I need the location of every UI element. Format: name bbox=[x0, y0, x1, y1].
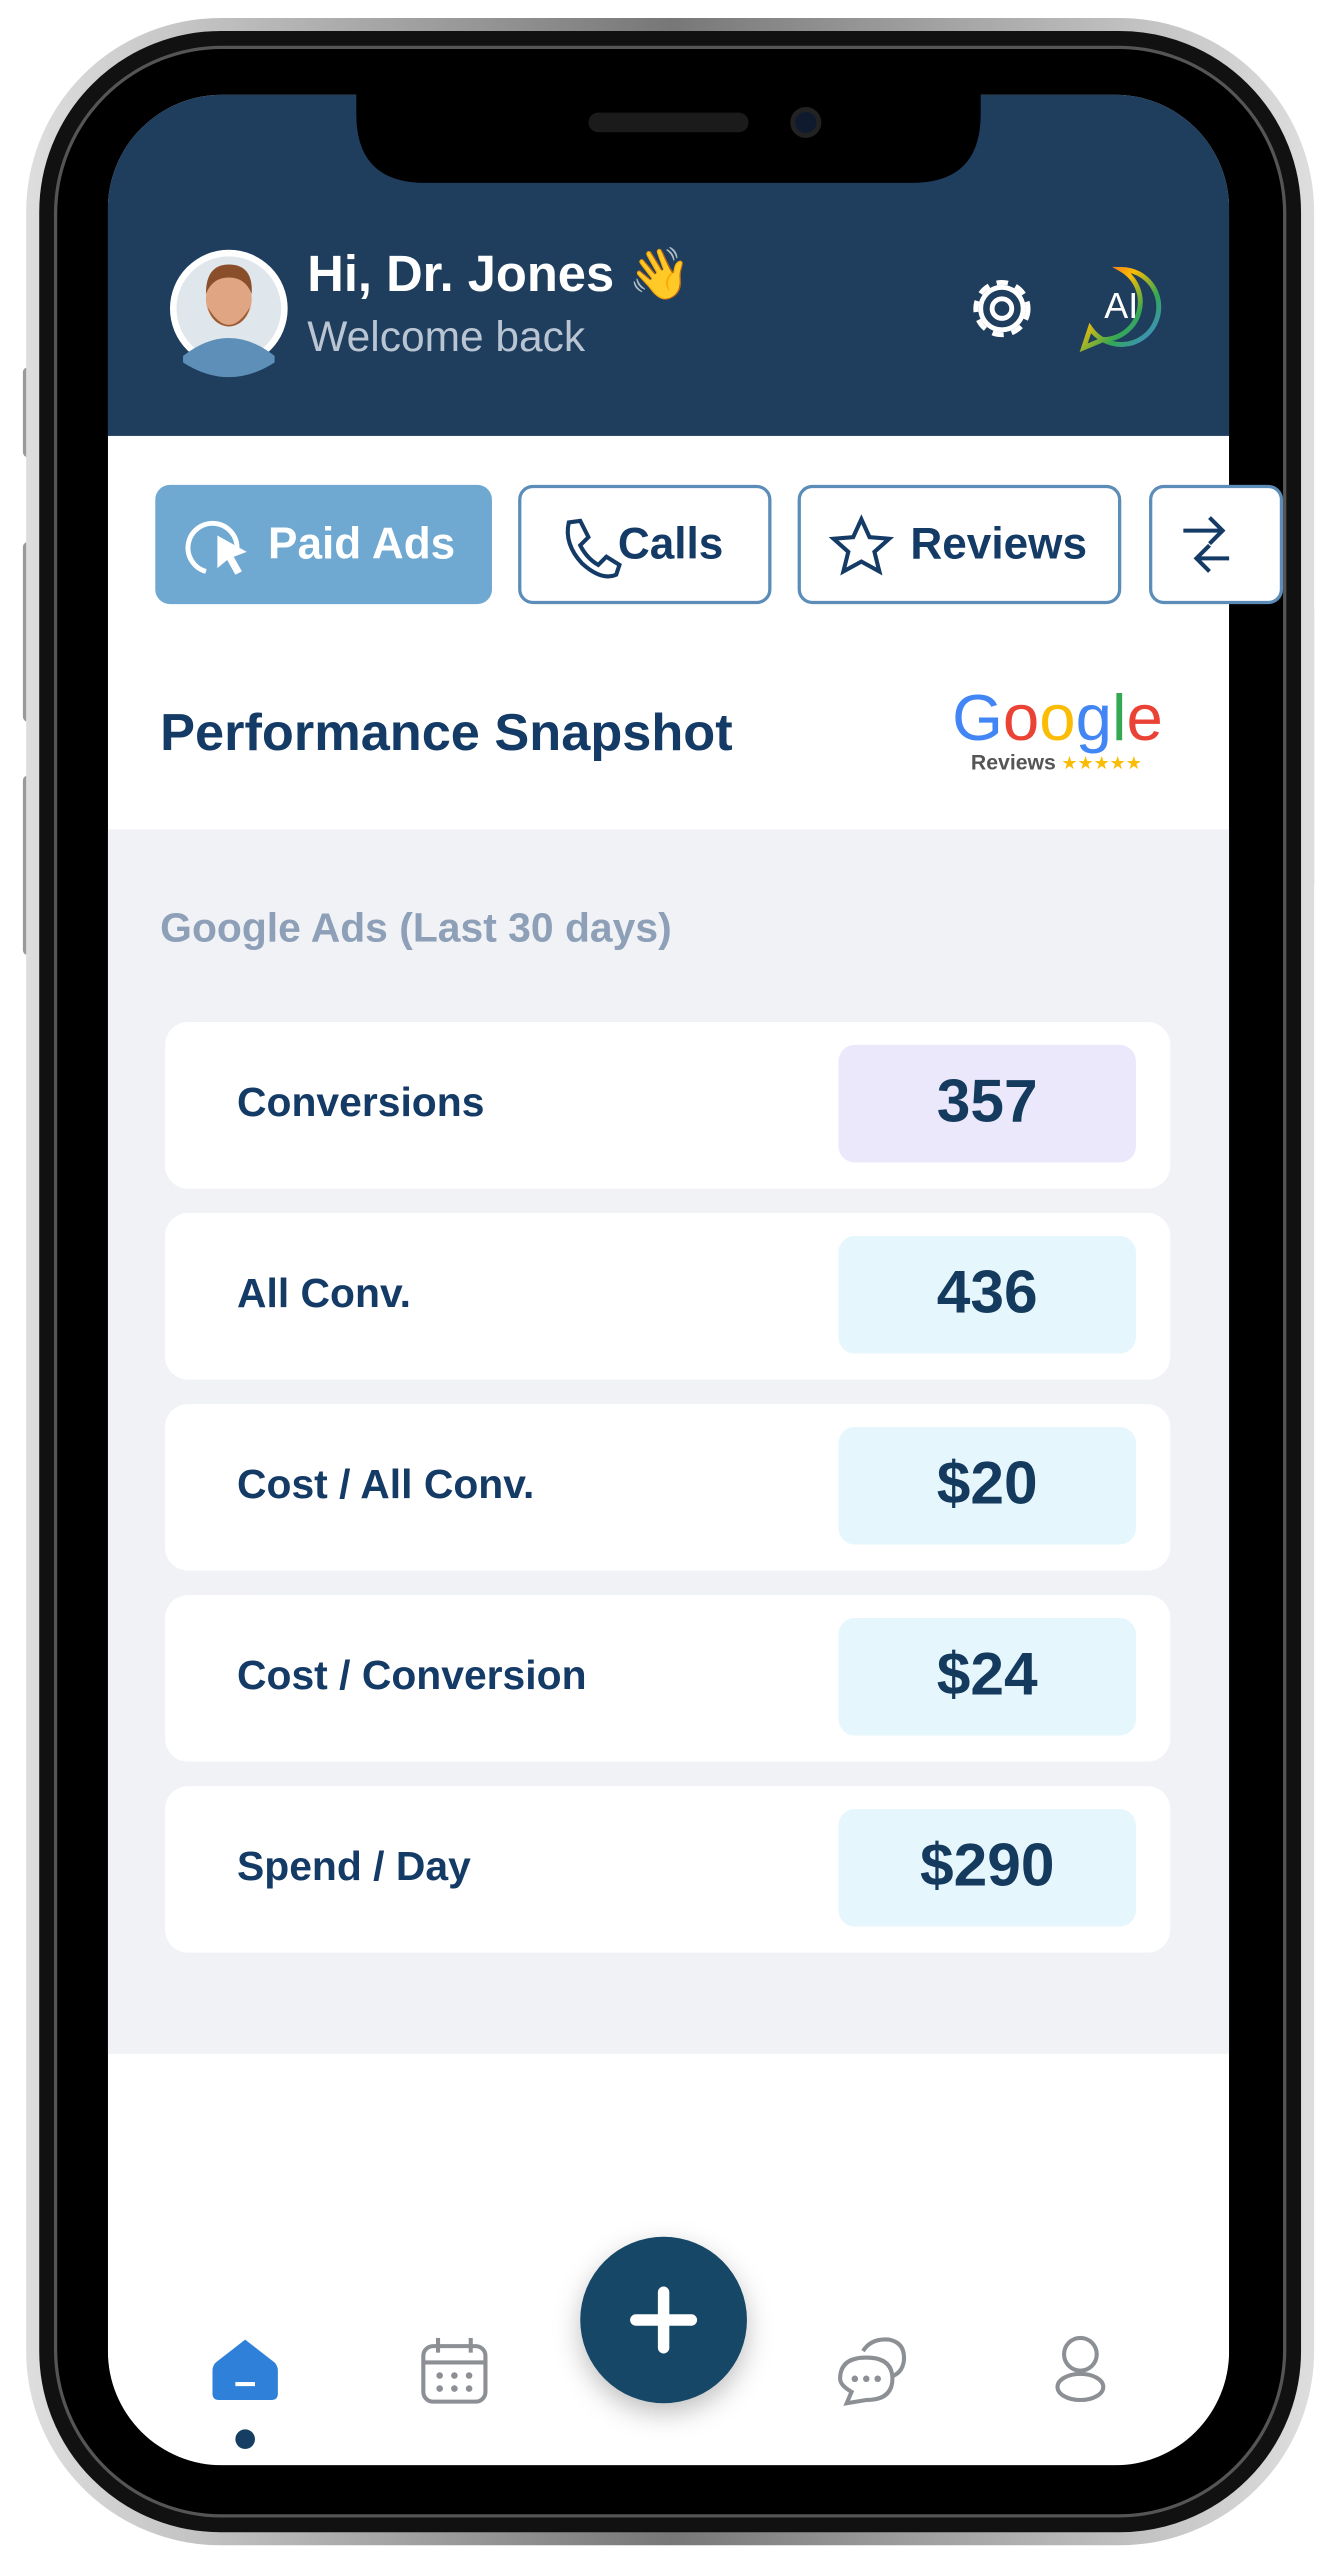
metric-value: $20 bbox=[937, 1448, 1038, 1516]
settings-button[interactable] bbox=[973, 280, 1031, 338]
camera bbox=[790, 106, 822, 138]
tab-icon bbox=[185, 520, 240, 574]
nav-profile[interactable] bbox=[1055, 2335, 1106, 2403]
tab[interactable]: Paid Ads bbox=[155, 484, 492, 605]
bottom-nav bbox=[212, 2236, 1106, 2449]
value-background bbox=[838, 1426, 1136, 1545]
tab[interactable]: Calls bbox=[518, 484, 772, 605]
section-title: Performance Snapshot bbox=[160, 704, 732, 762]
metrics-label: Google Ads (Last 30 days) bbox=[160, 904, 672, 950]
tab-icon bbox=[1183, 516, 1230, 573]
value-background bbox=[838, 1617, 1136, 1736]
logo-stars: ★★★★★ bbox=[1061, 753, 1142, 773]
tab[interactable]: Reviews bbox=[797, 484, 1122, 605]
metric-label: Conversions bbox=[237, 1079, 484, 1125]
tab-label: Reviews bbox=[910, 520, 1087, 569]
ai-label: AI bbox=[1104, 285, 1138, 326]
metric-card: All Conv. 436 bbox=[165, 1213, 1171, 1380]
metric-card: Spend / Day $290 bbox=[165, 1786, 1171, 1953]
add-button[interactable] bbox=[580, 2236, 747, 2404]
metric-value: $290 bbox=[920, 1830, 1055, 1898]
value-background bbox=[838, 1044, 1136, 1163]
google-reviews-logo: Google Reviews ★★★★★ bbox=[952, 682, 1163, 775]
tab-label: Paid Ads bbox=[268, 520, 455, 569]
nav-home[interactable] bbox=[212, 2339, 278, 2449]
speaker bbox=[588, 112, 749, 133]
greeting: Hi, Dr. Jones 👋 bbox=[307, 245, 691, 304]
logo-caption: Reviews bbox=[971, 752, 1056, 775]
avatar[interactable] bbox=[169, 249, 288, 378]
tab-icon bbox=[217, 535, 247, 575]
logo-brand: Google bbox=[952, 682, 1163, 755]
nav-calendar[interactable] bbox=[421, 2337, 488, 2404]
metric-label: Cost / Conversion bbox=[237, 1652, 587, 1698]
tab-label: Calls bbox=[618, 520, 723, 569]
tab-background bbox=[1149, 484, 1284, 605]
ai-button[interactable]: AI bbox=[1079, 266, 1162, 353]
value-background bbox=[838, 1808, 1136, 1927]
tab-background bbox=[155, 484, 492, 605]
tab-icon bbox=[828, 514, 895, 576]
metric-label: Cost / All Conv. bbox=[237, 1461, 534, 1507]
tab-more[interactable] bbox=[1149, 484, 1284, 605]
tab-background bbox=[518, 484, 772, 605]
nav-messages[interactable] bbox=[838, 2337, 907, 2406]
tab-icon bbox=[565, 518, 622, 579]
metric-value: 436 bbox=[937, 1257, 1038, 1325]
metrics-list: Conversions 357 All Conv. 436 Cost / All Con… bbox=[165, 1022, 1171, 1953]
metric-label: All Conv. bbox=[237, 1270, 411, 1316]
subtitle: Welcome back bbox=[307, 313, 586, 360]
metric-card: Cost / All Conv. $20 bbox=[165, 1404, 1171, 1571]
metric-value: $24 bbox=[937, 1639, 1038, 1707]
tab-bar: Paid Ads Calls Reviews bbox=[155, 484, 1284, 605]
value-background bbox=[838, 1235, 1136, 1354]
metric-label: Spend / Day bbox=[237, 1843, 471, 1889]
metric-value: 357 bbox=[937, 1066, 1038, 1134]
metric-card: Cost / Conversion $24 bbox=[165, 1595, 1171, 1762]
metric-card: Conversions 357 bbox=[165, 1022, 1171, 1189]
